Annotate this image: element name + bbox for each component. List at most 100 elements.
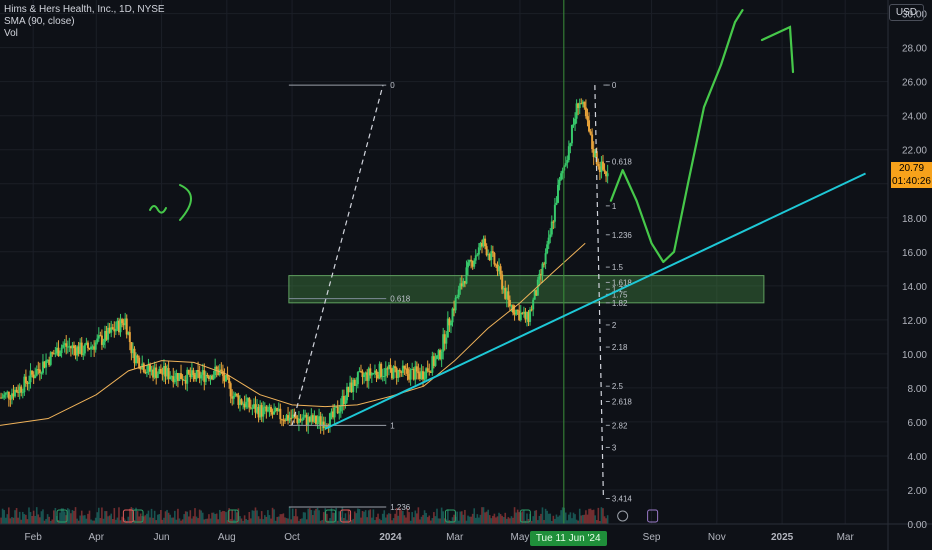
candle-body — [538, 273, 541, 280]
fib-right-label: 1.236 — [612, 231, 633, 240]
candle-body — [251, 408, 254, 410]
candle-body — [6, 391, 9, 393]
volume-bar — [105, 511, 108, 524]
candle-body — [223, 375, 226, 382]
candle-body — [131, 348, 134, 354]
volume-bar — [222, 510, 224, 524]
candle-body — [145, 371, 148, 374]
volume-bar — [456, 511, 458, 524]
candle-body — [583, 101, 586, 108]
volume-bar — [318, 510, 320, 524]
candle-body — [387, 364, 390, 370]
candle-body — [508, 299, 511, 307]
candle-body — [569, 143, 572, 147]
volume-bar — [260, 511, 263, 524]
volume-bar — [451, 517, 454, 524]
volume-bar — [18, 511, 21, 524]
volume-bar — [405, 517, 407, 524]
fib-right-label: 3.414 — [612, 494, 633, 503]
volume-bar — [25, 514, 27, 524]
candle-body — [443, 334, 446, 344]
volume-bar — [254, 507, 257, 524]
volume-bar — [595, 520, 598, 524]
candle-body — [296, 418, 299, 423]
candle-body — [3, 394, 6, 398]
candle-body — [533, 290, 536, 300]
volume-bar — [118, 507, 120, 524]
volume-bar — [45, 518, 47, 524]
volume-bar — [326, 513, 328, 524]
candle-body — [60, 347, 63, 354]
volume-bar — [250, 518, 252, 524]
volume-bar — [181, 519, 184, 524]
volume-bar — [246, 520, 249, 524]
volume-bar — [502, 517, 505, 524]
volume-bar — [537, 520, 539, 524]
volume-bar — [110, 513, 113, 524]
x-tick-label: May — [511, 532, 530, 543]
volume-bar — [236, 512, 238, 524]
candle-body — [113, 329, 116, 332]
candle-body — [501, 274, 504, 290]
volume-bar — [276, 516, 279, 524]
volume-bar — [305, 519, 308, 524]
candle-body — [46, 359, 49, 361]
candle-body — [82, 353, 85, 355]
candle-body — [169, 376, 172, 379]
candle-body — [574, 118, 577, 125]
volume-bar — [380, 520, 382, 524]
candle-body — [245, 401, 248, 408]
volume-bar — [361, 511, 364, 524]
volume-bar — [506, 518, 508, 524]
candle-body — [263, 406, 266, 408]
volume-bar — [428, 515, 431, 524]
y-tick-label: 26.00 — [902, 78, 927, 89]
candle-body — [355, 384, 358, 386]
candle-body — [473, 260, 476, 267]
y-tick-label: 28.00 — [902, 44, 927, 55]
candle-body — [504, 288, 507, 299]
volume-bar — [208, 514, 210, 524]
volume-bar — [586, 514, 589, 524]
candle-body — [397, 369, 400, 378]
candle-body — [437, 350, 440, 356]
volume-bar — [194, 508, 196, 524]
y-tick-label: 2.00 — [908, 486, 928, 497]
candle-body — [40, 372, 43, 374]
volume-bar — [507, 517, 510, 524]
volume-bar — [530, 520, 533, 524]
candle-body — [463, 281, 466, 284]
volume-bar — [462, 514, 465, 524]
candle-body — [428, 370, 431, 372]
candle-body — [86, 342, 89, 348]
volume-bar — [39, 517, 41, 524]
fib-left-label: 0.618 — [390, 295, 411, 304]
fib-right-label: 2.5 — [612, 382, 624, 391]
candle-body — [532, 299, 535, 310]
candle-body — [127, 332, 130, 335]
candle-body — [18, 386, 21, 393]
volume-bar — [357, 508, 359, 524]
candle-body — [499, 266, 502, 275]
candle-body — [358, 371, 361, 373]
candle-body — [15, 389, 18, 393]
volume-bar — [371, 517, 373, 524]
candle-body — [260, 405, 263, 417]
volume-bar — [304, 512, 306, 524]
candle-body — [59, 353, 62, 357]
y-tick-label: 24.00 — [902, 112, 927, 123]
currency-button[interactable]: USD — [888, 4, 924, 21]
volume-bar — [156, 514, 159, 524]
volume-bar — [29, 512, 32, 524]
candle-body — [342, 395, 345, 405]
candle-body — [37, 369, 40, 371]
volume-bar — [79, 515, 81, 524]
volume-bar — [1, 508, 4, 524]
volume-bar — [293, 516, 296, 524]
volume-bar — [251, 510, 254, 524]
candle-body — [302, 417, 305, 420]
volume-bar — [495, 517, 497, 524]
candle-body — [383, 375, 386, 377]
volume-bar — [367, 510, 370, 524]
